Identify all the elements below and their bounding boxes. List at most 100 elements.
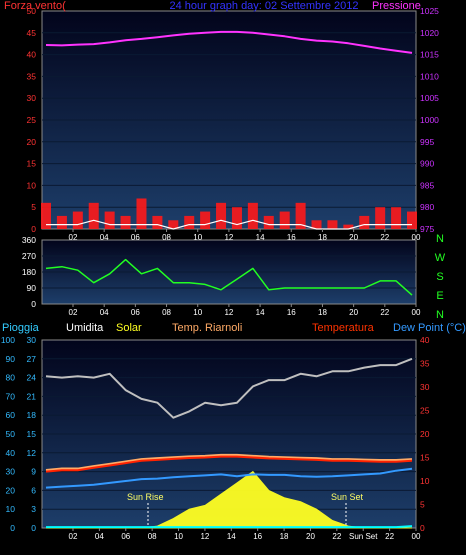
pressure-y-tick-label: 1000 [420,115,439,125]
temp-x-tick-label: 16 [253,532,262,541]
temp-x-tick-label: 12 [200,532,209,541]
wind-y-tick-label: 30 [27,93,37,103]
wind-speed-bar [327,220,338,229]
wind-speed-bar [200,211,211,229]
wind-y-tick-label: 15 [27,159,37,169]
rain-line [46,525,413,529]
legend-solar: Solar [116,322,142,334]
rain-y-tick-label: 100 [1,335,15,345]
wind-x-tick-label: 16 [287,233,296,242]
pressure-y-tick-label: 985 [420,180,434,190]
wind-y-tick-label: 25 [27,115,37,125]
wind-y-tick-label: 10 [27,180,37,190]
pressure-y-tick-label: 1025 [420,6,439,16]
temp-x-tick-label: 02 [69,532,78,541]
direction-x-tick-label: 08 [162,308,171,317]
temperature-y-tick-label: 25 [420,406,430,416]
temp-x-tick-label: 14 [227,532,236,541]
direction-x-tick-label: 16 [287,308,296,317]
wind-speed-bar [391,207,402,229]
legend-temperature: Temperatura [312,322,375,334]
direction-x-tick-label: 06 [131,308,140,317]
rain-y-tick-label: 80 [6,373,16,383]
humidity-y-tick-label: 3 [31,504,36,514]
pressure-y-tick-label: 995 [420,137,434,147]
rain-y-tick-label: 50 [6,429,16,439]
temp-x-tick-label: 18 [280,532,289,541]
wind-speed-bar [216,202,227,229]
direction-x-tick-label: 22 [380,308,389,317]
wind-y-tick-label: 50 [27,6,37,16]
wind-speed-bar [136,198,147,229]
dewpoint-line [45,467,413,489]
temperature-y-tick-label: 0 [420,523,425,533]
wind-x-tick-label: 14 [256,233,265,242]
wind-speed-bar [168,220,179,229]
wind-speed-bar [231,207,242,229]
wind-x-tick-label: 06 [131,233,140,242]
rain-y-tick-label: 10 [6,504,16,514]
direction-x-tick-label: 18 [318,308,327,317]
wind-x-tick-label: 10 [193,233,202,242]
wind-y-tick-label: 0 [31,224,36,234]
wind-x-tick-label: 02 [69,233,78,242]
wind-speed-bar [311,220,322,229]
wind-x-tick-label: 18 [318,233,327,242]
direction-x-tick-label: 00 [412,308,421,317]
pressure-y-tick-label: 1020 [420,28,439,38]
wind-speed-bar [263,215,274,229]
wind-x-tick-label: 20 [349,233,358,242]
temp-x-tick-label: Sun Set [349,532,378,541]
wind-speed-bar [407,211,417,229]
wind-speed-bar [152,215,163,229]
wind-speed-bar [295,202,306,229]
humidity-y-tick-label: 18 [27,410,37,420]
temperature-y-tick-label: 40 [420,335,430,345]
pressure-y-tick-label: 990 [420,159,434,169]
humidity-y-tick-label: 15 [27,429,37,439]
legend-humidity: Umidita [66,322,104,334]
humidity-y-tick-label: 0 [31,523,36,533]
direction-y-tick-label: 270 [22,251,36,261]
pressure-axis-title: Pressione [372,0,421,12]
wind-direction-line [45,258,413,296]
humidity-line [45,357,413,419]
wind-speed-bar [343,224,354,229]
chart-title: 24 hour graph day: 02 Settembre 2012 [170,0,359,12]
humidity-y-tick-label: 30 [27,335,37,345]
humidity-y-tick-label: 24 [27,373,37,383]
sunset-label: Sun Set [331,492,364,502]
legend-dewpoint: Dew Point (°C) [393,322,466,334]
wind-y-tick-label: 40 [27,50,37,60]
direction-y-tick-label: 360 [22,235,36,245]
rain-y-tick-label: 30 [6,467,16,477]
direction-x-tick-label: 14 [256,308,265,317]
wind-speed-bar [88,202,99,229]
rain-y-tick-label: 40 [6,448,16,458]
temperature-y-tick-label: 5 [420,500,425,510]
wind-y-tick-label: 5 [31,202,36,212]
compass-label: N [436,309,444,321]
rain-y-tick-label: 90 [6,354,16,364]
direction-x-tick-label: 20 [349,308,358,317]
rain-y-tick-label: 20 [6,485,16,495]
temp-x-tick-label: 04 [95,532,104,541]
humidity-y-tick-label: 12 [27,448,37,458]
compass-label: N [436,233,444,245]
rain-y-tick-label: 70 [6,391,16,401]
temp-x-tick-label: 22 [332,532,341,541]
humidity-y-tick-label: 27 [27,354,37,364]
temperature-y-tick-label: 10 [420,476,430,486]
wind-axis-title: Forza vento( [4,0,66,12]
wind-speed-bar [120,215,131,229]
pressure-y-tick-label: 1010 [420,71,439,81]
legend-rain: Pioggia [2,322,40,334]
pressure-y-tick-label: 1015 [420,50,439,60]
wind-speed-bar [41,202,51,229]
pressure-y-tick-label: 980 [420,202,434,212]
temperature-y-tick-label: 15 [420,453,430,463]
pressure-line [45,30,413,54]
temperature-line [45,455,413,473]
sunrise-label: Sun Rise [127,492,164,502]
temp-x-tick-label: 22 [385,532,394,541]
